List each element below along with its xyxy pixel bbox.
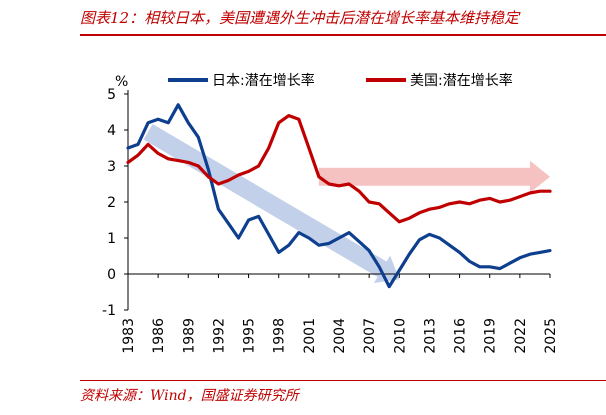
legend-label-us: 美国:潜在增长率 [410, 72, 513, 89]
x-tick-label: 2013 [422, 318, 438, 354]
trend-arrow-1 [143, 124, 400, 284]
y-axis-unit: % [115, 74, 128, 90]
x-tick-label: 2025 [543, 318, 559, 354]
x-tick-label: 1998 [272, 318, 288, 354]
trend-arrows [143, 124, 550, 284]
figure-caption: 图表12：相较日本，美国遭遇外生冲击后潜在增长率基本维持稳定 [80, 9, 520, 27]
x-tick-label: 2001 [302, 318, 318, 354]
y-tick-label: 3 [107, 159, 116, 175]
x-tick-label: 2004 [332, 318, 348, 354]
x-tick-label: 1995 [242, 318, 258, 354]
trend-arrow-2 [318, 160, 550, 193]
chart-axes: -1 0 1 2 3 4 5% 1983 1986 1989 1992 1995 1998 2001 200… [102, 74, 559, 354]
x-tick-label: 1986 [151, 318, 167, 354]
source-note: 资料来源：Wind，国盛证券研究所 [80, 388, 299, 404]
chart-legend: 日本:潜在增长率 美国:潜在增长率 [168, 72, 513, 89]
chart-series [126, 103, 552, 289]
x-tick-label: 2022 [513, 318, 529, 354]
y-tick-label: 2 [107, 195, 116, 211]
y-tick-label: 5 [107, 87, 116, 103]
x-tick-label: 1992 [211, 318, 227, 354]
x-tick-label: 2019 [483, 318, 499, 354]
x-tick-label: 2010 [392, 318, 408, 354]
y-tick-label: 4 [107, 123, 116, 139]
x-tick-label: 1983 [121, 318, 137, 354]
caption-divider [80, 34, 606, 36]
series-line-japan [126, 103, 552, 289]
y-tick-label: 1 [107, 231, 116, 247]
y-tick-label: -1 [102, 303, 116, 319]
x-tick-label: 2007 [362, 318, 378, 354]
legend-label-japan: 日本:潜在增长率 [212, 72, 315, 89]
source-divider [80, 380, 606, 381]
series-line-us [126, 114, 552, 224]
y-tick-label: 0 [107, 267, 116, 283]
x-tick-label: 2016 [453, 318, 469, 354]
x-tick-label: 1989 [181, 318, 197, 354]
